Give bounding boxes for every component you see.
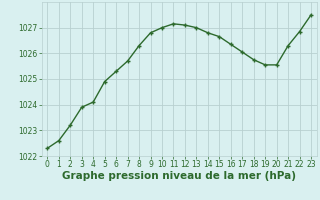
- X-axis label: Graphe pression niveau de la mer (hPa): Graphe pression niveau de la mer (hPa): [62, 171, 296, 181]
